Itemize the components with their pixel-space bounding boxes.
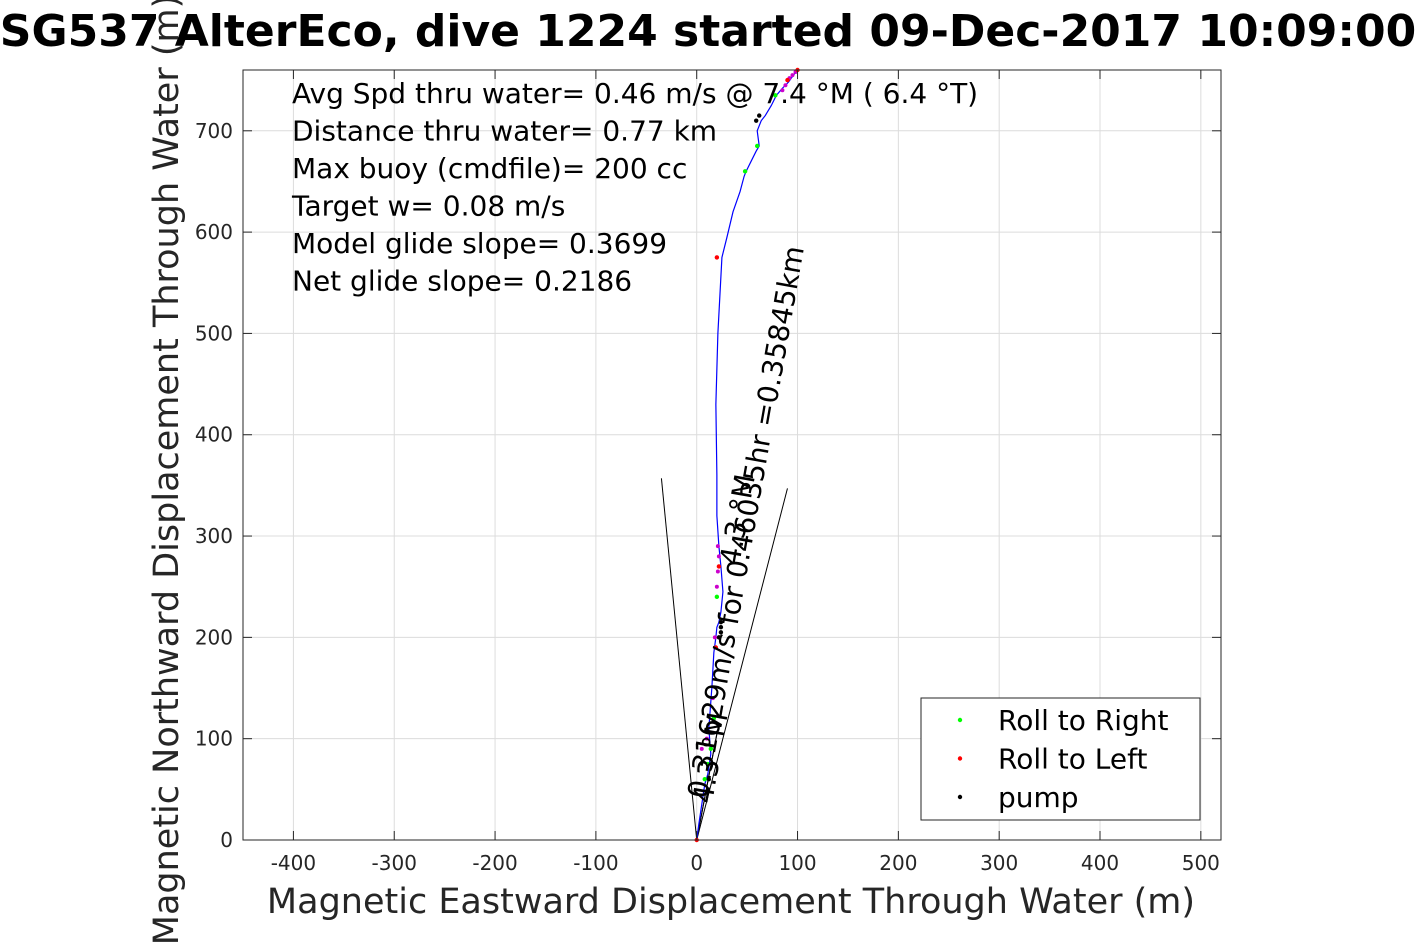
wedge-line-1	[696, 488, 788, 841]
wedge-line-0	[660, 478, 698, 841]
legend: Roll to Right Roll to Left pump	[920, 697, 1201, 821]
magenta-point-2	[710, 696, 715, 701]
pump-point-1	[716, 635, 722, 640]
y-tick-label-7: 700	[195, 119, 233, 143]
magenta-point-0	[699, 746, 704, 751]
legend-label-pump: pump	[998, 781, 1079, 814]
x-tick-label-6: 200	[879, 851, 917, 875]
roll-to-left-point-2	[716, 564, 722, 569]
legend-marker-roll-to-right	[957, 717, 963, 723]
annotation-line-5: Net glide slope= 0.2186	[292, 265, 632, 298]
roll-to-right-point-4	[714, 594, 720, 600]
pump-point-3	[718, 625, 724, 630]
x-tick-label-8: 400	[1081, 851, 1119, 875]
roll-to-right-point-5	[742, 169, 748, 174]
magenta-point-9	[780, 88, 785, 93]
annotation-line-4: Model glide slope= 0.3699	[292, 227, 667, 260]
x-tick-label-0: -400	[271, 851, 316, 875]
pump-point-6	[757, 113, 762, 118]
annotation-line-1: Distance thru water= 0.77 km	[292, 115, 717, 148]
heading-wedge	[660, 478, 788, 841]
annotation-line-3: Target w= 0.08 m/s	[291, 190, 565, 223]
y-tick-label-5: 500	[195, 321, 233, 345]
magenta-point-3	[712, 635, 717, 640]
info-annotations: Avg Spd thru water= 0.46 m/s @ 7.4 °M ( …	[291, 77, 978, 298]
roll-to-left-point-4	[785, 77, 790, 83]
x-tick-label-3: -100	[573, 851, 618, 875]
wedge-line-3	[696, 733, 718, 841]
plot-frame	[242, 69, 1222, 841]
x-tick-label-4: 0	[690, 851, 703, 875]
x-tick-label-7: 300	[980, 851, 1018, 875]
axis-ticks: -400 -300 -200 -100 0 100 200 300 400 500 0 100 200 3…	[195, 70, 1221, 875]
legend-box	[920, 697, 1201, 821]
roll-to-left-point-3	[714, 255, 720, 260]
magenta-point-7	[715, 544, 720, 549]
track-line	[696, 69, 799, 841]
annotation-line-0: Avg Spd thru water= 0.46 m/s @ 7.4 °M ( …	[292, 77, 978, 110]
annotation-line-2: Max buoy (cmdfile)= 200 cc	[292, 152, 687, 185]
x-tick-label-2: -200	[472, 851, 517, 875]
x-tick-label-5: 100	[778, 851, 816, 875]
pump-point-5	[753, 118, 759, 123]
legend-marker-pump	[957, 794, 963, 800]
pump-point-4	[718, 619, 724, 625]
y-axis-label: Magnetic Northward Displacement Through …	[147, 0, 187, 945]
y-tick-label-2: 200	[195, 625, 233, 649]
dive-track	[696, 69, 799, 841]
pump-point-2	[718, 630, 724, 635]
x-tick-label-9: 500	[1182, 851, 1220, 875]
roll-to-right-point-6	[755, 143, 760, 149]
magenta-point-1	[704, 736, 709, 741]
y-tick-label-3: 300	[195, 524, 233, 548]
chart-title: SG537 AlterEco, dive 1224 started 09-Dec…	[0, 6, 1416, 57]
magenta-point-10	[783, 83, 788, 88]
magenta-point-4	[714, 584, 719, 589]
legend-label-roll-to-left: Roll to Left	[998, 743, 1147, 776]
roll-to-right-point-1	[705, 761, 711, 767]
magenta-point-12	[790, 73, 795, 78]
y-tick-label-0: 0	[220, 828, 233, 852]
x-axis-label: Magnetic Eastward Displacement Through W…	[267, 882, 1195, 922]
y-tick-label-6: 600	[195, 220, 233, 244]
roll-to-right-point-0	[702, 777, 707, 782]
x-tick-label-1: -300	[372, 851, 417, 875]
magenta-point-6	[716, 554, 721, 559]
magenta-point-5	[715, 569, 720, 574]
roll-to-right-point-3	[711, 716, 717, 721]
y-tick-label-4: 400	[195, 423, 233, 447]
roll-to-right-point-2	[708, 746, 714, 752]
legend-marker-roll-to-left	[957, 756, 963, 761]
roll-to-right-point-7	[773, 93, 778, 98]
data-points	[694, 67, 800, 843]
pump-point-0	[706, 777, 712, 782]
roll-to-left-point-1	[713, 645, 719, 650]
y-tick-label-1: 100	[195, 727, 233, 751]
legend-label-roll-to-right: Roll to Right	[998, 704, 1169, 737]
